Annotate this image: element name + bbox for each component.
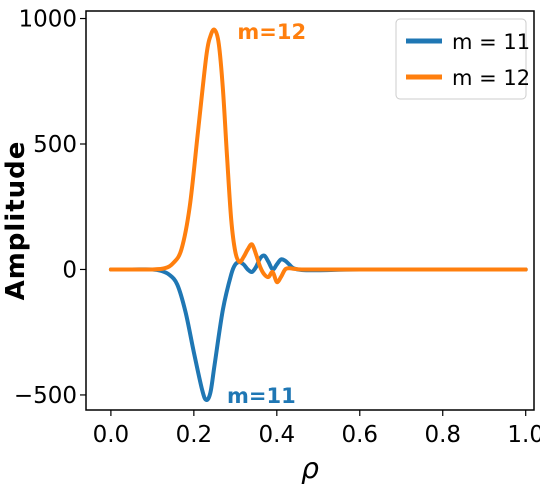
annotations: m=12 m=11 — [227, 20, 306, 408]
annotation-label-1: m=12 — [237, 20, 306, 44]
x-tick-label: 0.6 — [341, 422, 378, 448]
annotation-label-2: m=11 — [227, 384, 296, 408]
legend-label-2: m = 12 — [452, 66, 530, 90]
x-tick-label: 0.0 — [93, 422, 130, 448]
series-line-1 — [108, 253, 528, 402]
y-axis-title: Amplitude — [1, 141, 31, 301]
y-tick-label: 0 — [62, 257, 77, 283]
x-tick-label: 0.2 — [176, 422, 213, 448]
legend-label-1: m = 11 — [452, 30, 530, 54]
x-tick-label: 0.8 — [424, 422, 461, 448]
y-axis: −500 0 500 1000 — [14, 7, 86, 409]
plot-frame — [85, 10, 535, 411]
x-tick-label: 0.4 — [259, 422, 296, 448]
x-tick-label: 1.0 — [507, 422, 540, 448]
y-tick-label: 1000 — [18, 7, 77, 33]
plot-area — [108, 27, 528, 402]
y-tick-label: −500 — [14, 383, 77, 409]
y-tick-label: 500 — [33, 132, 77, 158]
legend: m = 11 m = 12 — [395, 18, 530, 100]
series-line-2 — [108, 27, 528, 285]
x-axis: 0.0 0.2 0.4 0.6 0.8 1.0 — [93, 410, 540, 448]
x-axis-title: ρ — [301, 452, 319, 485]
